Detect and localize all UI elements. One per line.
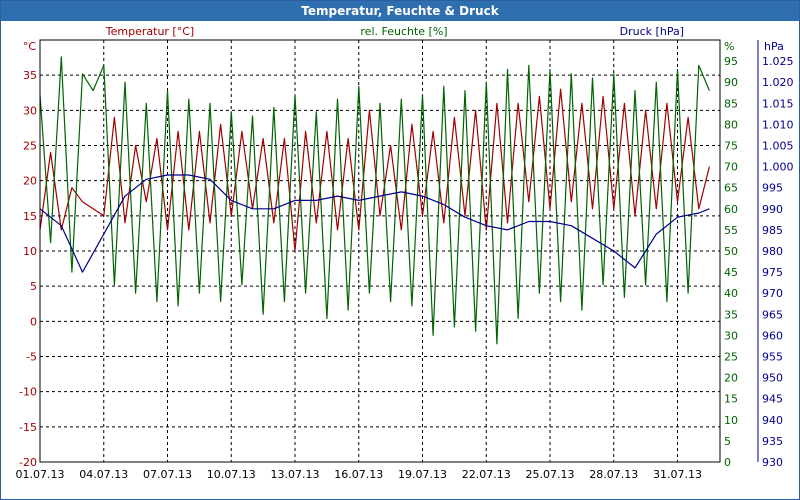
pressure-tick-label: 990 — [762, 203, 783, 216]
pressure-tick-label: 960 — [762, 329, 783, 342]
pressure-axis-title: Druck [hPa] — [620, 25, 684, 38]
left-tick-label: 10 — [23, 245, 37, 258]
humidity-tick-label: 45 — [724, 266, 738, 279]
pressure-tick-label: 1.005 — [762, 140, 794, 153]
pressure-tick-label: 1.010 — [762, 118, 794, 131]
left-tick-label: -10 — [19, 386, 37, 399]
x-tick-label: 25.07.13 — [526, 468, 575, 481]
humidity-tick-label: 50 — [724, 245, 738, 258]
left-tick-label: 5 — [30, 280, 37, 293]
x-tick-label: 22.07.13 — [462, 468, 511, 481]
pressure-tick-label: 985 — [762, 224, 783, 237]
x-tick-label: 10.07.13 — [207, 468, 256, 481]
humidity-tick-label: 75 — [724, 140, 738, 153]
pressure-tick-label: 1.020 — [762, 76, 794, 89]
humidity-tick-label: 15 — [724, 393, 738, 406]
humidity-tick-label: 5 — [724, 435, 731, 448]
x-tick-label: 31.07.13 — [653, 468, 702, 481]
humidity-tick-label: 55 — [724, 224, 738, 237]
pressure-tick-label: 965 — [762, 308, 783, 321]
pressure-tick-label: 940 — [762, 414, 783, 427]
chart-title: Temperatur, Feuchte & Druck — [1, 1, 799, 21]
left-tick-label: 30 — [23, 104, 37, 117]
humidity-tick-label: 65 — [724, 182, 738, 195]
series-line-druck — [39, 174, 710, 273]
humidity-tick-label: 70 — [724, 161, 738, 174]
pressure-tick-label: 975 — [762, 266, 783, 279]
series-lines — [39, 56, 710, 345]
pressure-tick-label: 1.025 — [762, 55, 794, 68]
left-tick-label: -5 — [26, 351, 37, 364]
pressure-tick-label: 935 — [762, 435, 783, 448]
humidity-unit-label: % — [724, 40, 734, 53]
humidity-tick-label: 35 — [724, 308, 738, 321]
left-tick-label: 15 — [23, 210, 37, 223]
x-tick-label: 07.07.13 — [143, 468, 192, 481]
humidity-tick-label: 0 — [724, 456, 731, 469]
pressure-tick-label: 995 — [762, 182, 783, 195]
pressure-tick-label: 930 — [762, 456, 783, 469]
x-tick-label: 04.07.13 — [79, 468, 128, 481]
series-line-temperatur — [39, 88, 710, 252]
series-line-rel-feuchte — [39, 56, 710, 345]
pressure-tick-label: 945 — [762, 393, 783, 406]
x-tick-label: 01.07.13 — [16, 468, 65, 481]
pressure-tick-label: 1.015 — [762, 97, 794, 110]
pressure-tick-label: 1.000 — [762, 161, 794, 174]
left-tick-label: -20 — [19, 456, 37, 469]
left-tick-label: 0 — [30, 315, 37, 328]
x-tick-label: 13.07.13 — [271, 468, 320, 481]
pressure-tick-label: 970 — [762, 287, 783, 300]
humidity-tick-label: 95 — [724, 55, 738, 68]
pressure-tick-label: 980 — [762, 245, 783, 258]
humidity-tick-label: 80 — [724, 118, 738, 131]
x-tick-label: 16.07.13 — [334, 468, 383, 481]
temperature-axis-title: Temperatur [°C] — [105, 25, 194, 38]
pressure-tick-label: 955 — [762, 351, 783, 364]
humidity-tick-label: 60 — [724, 203, 738, 216]
grid — [40, 40, 759, 463]
left-tick-label: 25 — [23, 140, 37, 153]
x-tick-label: 28.07.13 — [589, 468, 638, 481]
x-tick-label: 19.07.13 — [398, 468, 447, 481]
humidity-tick-label: 85 — [724, 97, 738, 110]
humidity-tick-label: 10 — [724, 414, 738, 427]
left-unit-label: °C — [23, 40, 37, 53]
left-tick-label: 20 — [23, 175, 37, 188]
humidity-tick-label: 90 — [724, 76, 738, 89]
humidity-axis-title: rel. Feuchte [%] — [360, 25, 447, 38]
axis-labels: °C% hPa Temperatur [°C] rel. Feuchte [%] Dru… — [23, 25, 784, 53]
left-tick-label: -15 — [19, 421, 37, 434]
pressure-unit-label: hPa — [764, 40, 784, 53]
humidity-tick-label: 25 — [724, 351, 738, 364]
plot-border — [39, 39, 721, 463]
pressure-tick-label: 950 — [762, 372, 783, 385]
left-tick-label: 35 — [23, 69, 37, 82]
humidity-tick-label: 40 — [724, 287, 738, 300]
humidity-tick-label: 30 — [724, 329, 738, 342]
humidity-tick-label: 20 — [724, 372, 738, 385]
tick-labels: 01.07.13 04.07.13 07.07.13 10.07.13 13.07.13… — [16, 55, 794, 481]
